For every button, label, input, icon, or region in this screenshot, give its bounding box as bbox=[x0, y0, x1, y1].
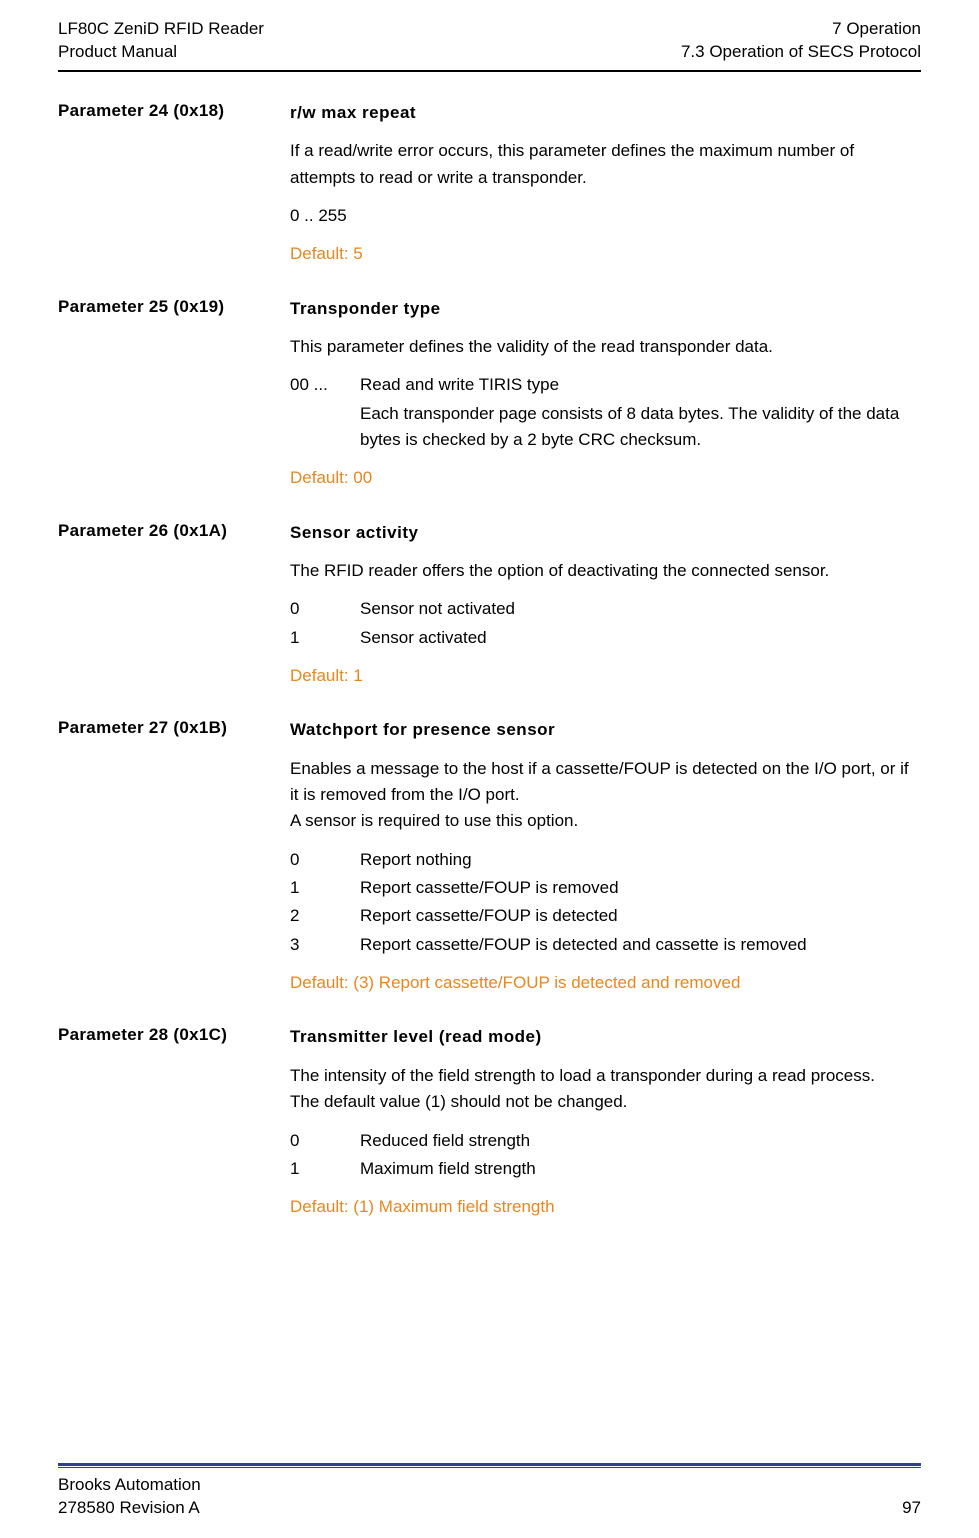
parameter-title: Transponder type bbox=[290, 296, 921, 322]
parameter-label: Parameter 24 (0x18) bbox=[58, 100, 290, 268]
parameter-default: Default: 00 bbox=[290, 465, 921, 491]
definition-row: 0 Report nothing bbox=[290, 847, 921, 873]
parameter-range: 0 .. 255 bbox=[290, 203, 921, 229]
parameter-block: Parameter 26 (0x1A) Sensor activity The … bbox=[58, 520, 921, 690]
footer-left-line2: 278580 Revision A bbox=[58, 1497, 200, 1520]
parameter-default: Default: 5 bbox=[290, 241, 921, 267]
content-area: Parameter 24 (0x18) r/w max repeat If a … bbox=[58, 100, 921, 1463]
definition-row: 0 Reduced field strength bbox=[290, 1128, 921, 1154]
description-line: A sensor is required to use this option. bbox=[290, 811, 578, 830]
parameter-description: This parameter defines the validity of t… bbox=[290, 334, 921, 360]
definition-value: Sensor activated bbox=[360, 625, 921, 651]
definition-row: 1 Report cassette/FOUP is removed bbox=[290, 875, 921, 901]
definition-value: Report cassette/FOUP is detected and cas… bbox=[360, 932, 921, 958]
parameter-label: Parameter 28 (0x1C) bbox=[58, 1024, 290, 1220]
definition-value: Maximum field strength bbox=[360, 1156, 921, 1182]
parameter-block: Parameter 25 (0x19) Transponder type Thi… bbox=[58, 296, 921, 492]
definition-key: 00 ... bbox=[290, 372, 360, 398]
page-header: LF80C ZeniD RFID Reader Product Manual 7… bbox=[58, 18, 921, 64]
description-line: The default value (1) should not be chan… bbox=[290, 1092, 627, 1111]
definition-key: 3 bbox=[290, 932, 360, 958]
definition-row: 1 Sensor activated bbox=[290, 625, 921, 651]
footer-rule-thin bbox=[58, 1467, 921, 1468]
definition-key: 1 bbox=[290, 875, 360, 901]
parameter-default: Default: (3) Report cassette/FOUP is det… bbox=[290, 970, 921, 996]
page: LF80C ZeniD RFID Reader Product Manual 7… bbox=[0, 0, 979, 1538]
header-right-line1: 7 Operation bbox=[681, 18, 921, 41]
definition-key bbox=[290, 401, 360, 454]
parameter-default: Default: (1) Maximum field strength bbox=[290, 1194, 921, 1220]
parameter-block: Parameter 27 (0x1B) Watchport for presen… bbox=[58, 717, 921, 996]
parameter-title: Watchport for presence sensor bbox=[290, 717, 921, 743]
definition-key: 0 bbox=[290, 596, 360, 622]
definition-row: 00 ... Read and write TIRIS type bbox=[290, 372, 921, 398]
header-left-line2: Product Manual bbox=[58, 41, 264, 64]
footer-page-number: 97 bbox=[902, 1497, 921, 1520]
parameter-title: Sensor activity bbox=[290, 520, 921, 546]
parameter-label: Parameter 26 (0x1A) bbox=[58, 520, 290, 690]
footer-left-line1: Brooks Automation bbox=[58, 1474, 201, 1497]
definition-row: 1 Maximum field strength bbox=[290, 1156, 921, 1182]
header-rule bbox=[58, 70, 921, 72]
definition-value: Read and write TIRIS type bbox=[360, 372, 921, 398]
definition-value: Each transponder page consists of 8 data… bbox=[360, 401, 921, 454]
definition-value: Sensor not activated bbox=[360, 596, 921, 622]
definition-row: 0 Sensor not activated bbox=[290, 596, 921, 622]
definition-key: 1 bbox=[290, 1156, 360, 1182]
header-right-line2: 7.3 Operation of SECS Protocol bbox=[681, 41, 921, 64]
parameter-block: Parameter 24 (0x18) r/w max repeat If a … bbox=[58, 100, 921, 268]
definition-key: 2 bbox=[290, 903, 360, 929]
definition-value: Report cassette/FOUP is removed bbox=[360, 875, 921, 901]
parameter-block: Parameter 28 (0x1C) Transmitter level (r… bbox=[58, 1024, 921, 1220]
parameter-title: r/w max repeat bbox=[290, 100, 921, 126]
parameter-description: The intensity of the field strength to l… bbox=[290, 1063, 921, 1116]
definition-row: 2 Report cassette/FOUP is detected bbox=[290, 903, 921, 929]
header-left-line1: LF80C ZeniD RFID Reader bbox=[58, 18, 264, 41]
definition-key: 0 bbox=[290, 847, 360, 873]
footer-rule-thick bbox=[58, 1463, 921, 1466]
definition-row: Each transponder page consists of 8 data… bbox=[290, 401, 921, 454]
parameter-description: The RFID reader offers the option of dea… bbox=[290, 558, 921, 584]
parameter-title: Transmitter level (read mode) bbox=[290, 1024, 921, 1050]
parameter-label: Parameter 27 (0x1B) bbox=[58, 717, 290, 996]
parameter-label: Parameter 25 (0x19) bbox=[58, 296, 290, 492]
definition-value: Report cassette/FOUP is detected bbox=[360, 903, 921, 929]
definition-row: 3 Report cassette/FOUP is detected and c… bbox=[290, 932, 921, 958]
definition-value: Report nothing bbox=[360, 847, 921, 873]
description-line: Enables a message to the host if a casse… bbox=[290, 759, 909, 804]
definition-key: 1 bbox=[290, 625, 360, 651]
description-line: The intensity of the field strength to l… bbox=[290, 1066, 875, 1085]
parameter-description: If a read/write error occurs, this param… bbox=[290, 138, 921, 191]
definition-key: 0 bbox=[290, 1128, 360, 1154]
parameter-description: Enables a message to the host if a casse… bbox=[290, 756, 921, 835]
parameter-default: Default: 1 bbox=[290, 663, 921, 689]
definition-value: Reduced field strength bbox=[360, 1128, 921, 1154]
page-footer: Brooks Automation 278580 Revision A 97 bbox=[58, 1463, 921, 1520]
